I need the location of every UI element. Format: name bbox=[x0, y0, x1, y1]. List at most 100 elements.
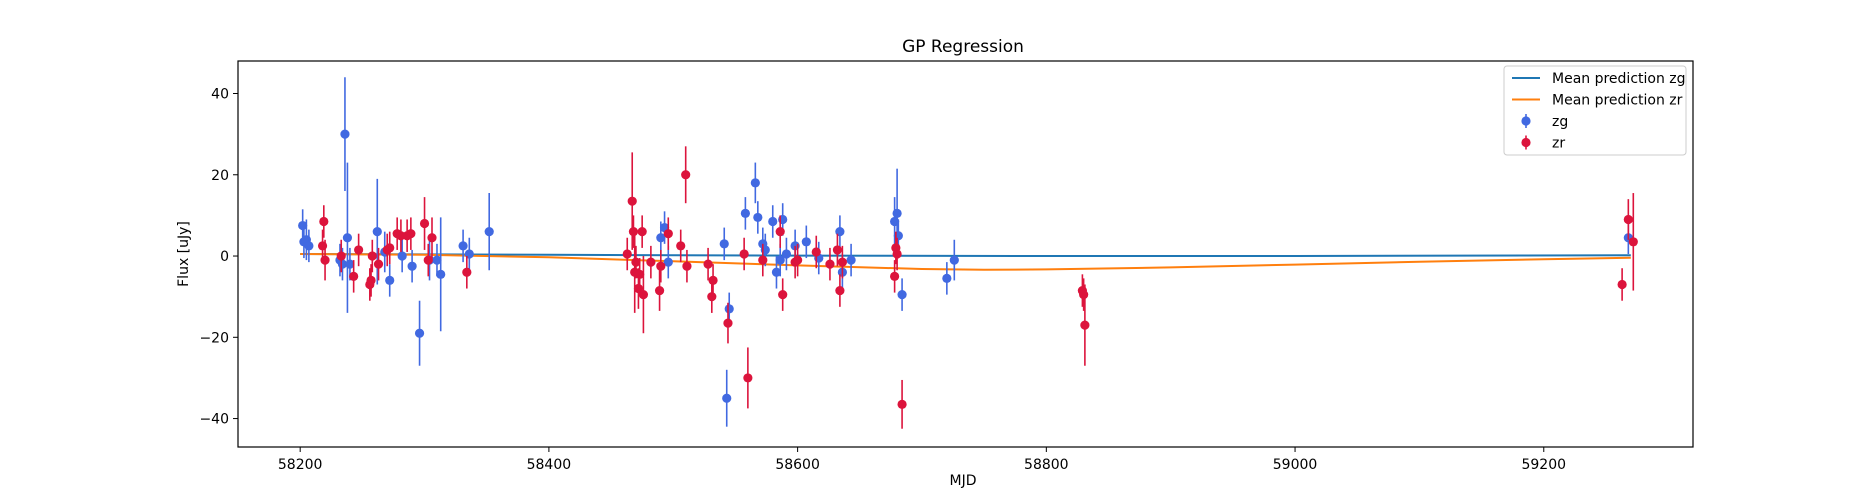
zr-point-57 bbox=[1079, 290, 1089, 300]
legend-marker-swatch-3 bbox=[1521, 137, 1531, 148]
zg-point-7 bbox=[342, 233, 353, 243]
zr-point-7 bbox=[366, 275, 376, 286]
zr-point-28 bbox=[638, 290, 649, 300]
zr-point-29 bbox=[646, 257, 656, 267]
zr-point-2 bbox=[320, 255, 330, 265]
zr-point-3 bbox=[336, 251, 346, 261]
zg-point-36 bbox=[781, 249, 792, 259]
zr-point-21 bbox=[627, 196, 637, 206]
plot-area bbox=[298, 77, 1638, 429]
zr-point-37 bbox=[707, 292, 717, 302]
zr-point-39 bbox=[723, 318, 733, 328]
x-tick-label-0: 58200 bbox=[278, 457, 323, 473]
zr-point-54 bbox=[892, 249, 902, 259]
legend-label-3: zr bbox=[1552, 136, 1565, 152]
zg-point-32 bbox=[768, 216, 778, 227]
zr-point-16 bbox=[419, 218, 430, 229]
zr-point-8 bbox=[367, 251, 377, 261]
zg-point-5 bbox=[337, 259, 348, 269]
zr-point-50 bbox=[835, 285, 845, 296]
zr-point-27 bbox=[637, 227, 647, 237]
zr-point-17 bbox=[423, 255, 433, 265]
zg-point-29 bbox=[753, 212, 763, 223]
axes-frame bbox=[237, 60, 1694, 448]
zr-point-58 bbox=[1080, 320, 1090, 330]
x-tick-label-2: 58600 bbox=[775, 457, 820, 473]
zg-point-13 bbox=[407, 261, 417, 271]
zr-point-36 bbox=[703, 259, 713, 269]
zg-point-28 bbox=[750, 178, 760, 188]
zg-point-27 bbox=[740, 208, 750, 218]
zr-point-55 bbox=[897, 399, 907, 409]
zr-point-22 bbox=[628, 227, 639, 237]
chart-title: GP Regression bbox=[902, 37, 1024, 57]
zr-point-52 bbox=[890, 271, 900, 281]
x-tick-label-5: 59200 bbox=[1521, 457, 1566, 473]
zr-point-18 bbox=[427, 233, 437, 243]
zr-point-60 bbox=[1623, 214, 1633, 225]
zr-point-20 bbox=[622, 249, 632, 259]
x-axis-label: MJD bbox=[950, 473, 977, 489]
zg-point-46 bbox=[897, 290, 907, 300]
zg-point-48 bbox=[949, 255, 959, 265]
legend-label-1: Mean prediction zr bbox=[1552, 93, 1683, 109]
zr-point-11 bbox=[385, 243, 395, 253]
zg-point-25 bbox=[722, 393, 732, 403]
zg-point-14 bbox=[414, 328, 425, 338]
zr-point-34 bbox=[681, 170, 691, 180]
y-axis-label: Flux [uJy] bbox=[176, 221, 192, 287]
zr-point-46 bbox=[793, 255, 803, 265]
legend-marker-swatch-2 bbox=[1521, 116, 1531, 126]
legend: Mean prediction zg Mean prediction zr zg zr bbox=[1503, 65, 1687, 156]
zg-point-8 bbox=[345, 259, 355, 269]
zg-point-42 bbox=[846, 255, 856, 265]
y-tick-label-0: −40 bbox=[199, 412, 229, 428]
zg-point-21 bbox=[656, 233, 666, 243]
y-tick-label-4: 40 bbox=[211, 87, 229, 103]
zg-point-23 bbox=[663, 257, 673, 267]
zr-point-24 bbox=[631, 257, 641, 267]
legend-box bbox=[1503, 65, 1687, 156]
zg-point-3 bbox=[304, 241, 314, 251]
zr-point-15 bbox=[406, 229, 416, 239]
zg-point-9 bbox=[372, 227, 382, 237]
mean-prediction-line-zr bbox=[300, 253, 1631, 271]
x-tick-label-3: 58800 bbox=[1024, 457, 1069, 473]
zr-point-19 bbox=[462, 267, 472, 277]
zg-point-16 bbox=[432, 255, 442, 265]
zr-point-47 bbox=[811, 247, 821, 257]
zg-point-33 bbox=[771, 267, 782, 277]
zg-point-0 bbox=[298, 220, 308, 231]
zg-point-38 bbox=[801, 237, 811, 247]
zr-point-43 bbox=[775, 227, 785, 237]
zr-point-42 bbox=[758, 255, 768, 265]
zg-point-18 bbox=[458, 241, 468, 251]
zr-point-59 bbox=[1617, 279, 1627, 290]
zr-point-41 bbox=[743, 373, 753, 383]
zr-point-40 bbox=[739, 249, 749, 259]
zr-point-44 bbox=[778, 290, 788, 300]
zr-point-4 bbox=[349, 271, 359, 281]
zr-point-30 bbox=[654, 285, 665, 296]
zr-point-25 bbox=[633, 283, 644, 294]
y-tick-label-2: 0 bbox=[220, 249, 229, 265]
zg-point-44 bbox=[892, 208, 902, 218]
zg-point-24 bbox=[719, 239, 729, 249]
zr-point-61 bbox=[1628, 237, 1638, 247]
y-tick-label-1: −20 bbox=[199, 330, 229, 346]
y-tick-label-3: 20 bbox=[211, 168, 229, 184]
zr-point-31 bbox=[656, 261, 666, 271]
zr-point-5 bbox=[354, 245, 364, 255]
mean-prediction-line-zg bbox=[300, 253, 1631, 257]
zg-point-11 bbox=[385, 275, 395, 286]
x-tick-label-4: 59000 bbox=[1273, 457, 1318, 473]
zr-point-1 bbox=[319, 216, 329, 227]
axis-ticks: 58200 58400 58600 58800 59000 59200 −40 −20 0 20 4… bbox=[199, 87, 1566, 473]
zg-point-26 bbox=[724, 304, 734, 314]
zr-point-49 bbox=[832, 245, 843, 255]
zr-point-51 bbox=[837, 257, 847, 267]
zr-point-38 bbox=[708, 275, 718, 286]
x-tick-label-1: 58400 bbox=[527, 457, 572, 473]
legend-label-0: Mean prediction zg bbox=[1552, 71, 1686, 87]
